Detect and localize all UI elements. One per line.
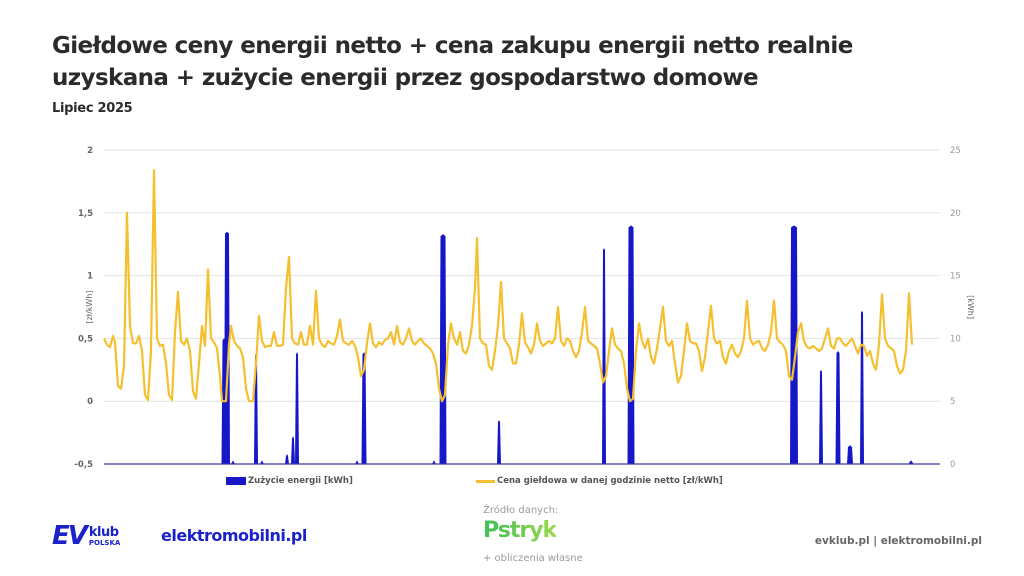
consumption-spike xyxy=(908,460,914,464)
left-tick-label: 0 xyxy=(87,397,93,407)
footer-links: evklub.pl | elektromobilni.pl xyxy=(814,535,982,547)
right-tick-label: 20 xyxy=(950,209,961,219)
legend-consumption-label: Zużycie energii [kWh] xyxy=(248,476,353,486)
source-note: + obliczenia własne xyxy=(483,553,583,564)
evklub-logo: EV klub POLSKA xyxy=(52,523,120,549)
chart-subtitle: Lipiec 2025 xyxy=(52,101,133,116)
right-tick-label: 15 xyxy=(950,272,961,282)
pstryk-logo: Pstryk xyxy=(483,518,557,543)
left-tick-label: 0,5 xyxy=(78,334,93,344)
consumption-spike xyxy=(627,225,635,464)
chart-title: Giełdowe ceny energii netto + cena zakup… xyxy=(52,33,853,91)
left-axis-ticks: 2 1,5 1 0,5 0 -0,5 xyxy=(74,146,93,470)
consumption-spike xyxy=(602,247,606,464)
legend-price-label: Cena giełdowa w danej godzinie netto [zł… xyxy=(497,476,723,486)
price-line-series xyxy=(103,169,914,403)
consumption-spike xyxy=(790,225,798,464)
consumption-swatch-icon xyxy=(226,477,246,485)
consumption-spike xyxy=(260,460,264,464)
left-tick-label: 1 xyxy=(87,272,93,282)
source-label: Źródło danych: xyxy=(483,505,559,516)
consumption-spike xyxy=(361,352,367,464)
legend-item-price[interactable]: Cena giełdowa w danej godzinie netto [zł… xyxy=(476,476,723,486)
consumption-spike xyxy=(439,234,447,464)
consumption-spike xyxy=(285,453,289,464)
consumption-spike xyxy=(497,420,501,464)
consumption-spike xyxy=(819,369,823,464)
consumption-spike xyxy=(835,350,841,464)
elektromobilni-logo: elektromobilni.pl xyxy=(161,526,307,545)
consumption-spike xyxy=(860,310,864,464)
consumption-spike xyxy=(355,460,359,464)
consumption-spike xyxy=(295,352,299,464)
right-tick-label: 25 xyxy=(950,146,961,156)
consumption-spike xyxy=(847,445,853,464)
right-tick-label: 0 xyxy=(950,460,955,470)
price-swatch-icon xyxy=(476,479,495,483)
consumption-area-series xyxy=(221,225,914,464)
left-tick-label: 2 xyxy=(87,146,93,156)
right-tick-label: 10 xyxy=(950,334,961,344)
right-tick-label: 5 xyxy=(950,397,955,407)
consumption-spike xyxy=(224,231,230,464)
consumption-spike xyxy=(432,460,436,464)
consumption-spike xyxy=(291,436,295,464)
grid-lines xyxy=(104,149,940,402)
legend-item-consumption[interactable]: Zużycie energii [kWh] xyxy=(226,476,353,486)
consumption-spike xyxy=(231,460,235,464)
ev-logo-polska: POLSKA xyxy=(88,538,121,547)
left-tick-label: -0,5 xyxy=(74,460,93,470)
left-axis-title: [zł/kWh] xyxy=(85,290,94,323)
right-axis-title: [kWh] xyxy=(966,295,975,319)
ev-logo-mark: EV xyxy=(52,521,88,551)
ev-logo-klub: klub xyxy=(88,524,119,540)
right-axis-ticks: 25 20 15 10 5 0 xyxy=(950,146,961,470)
left-tick-label: 1,5 xyxy=(78,209,93,219)
